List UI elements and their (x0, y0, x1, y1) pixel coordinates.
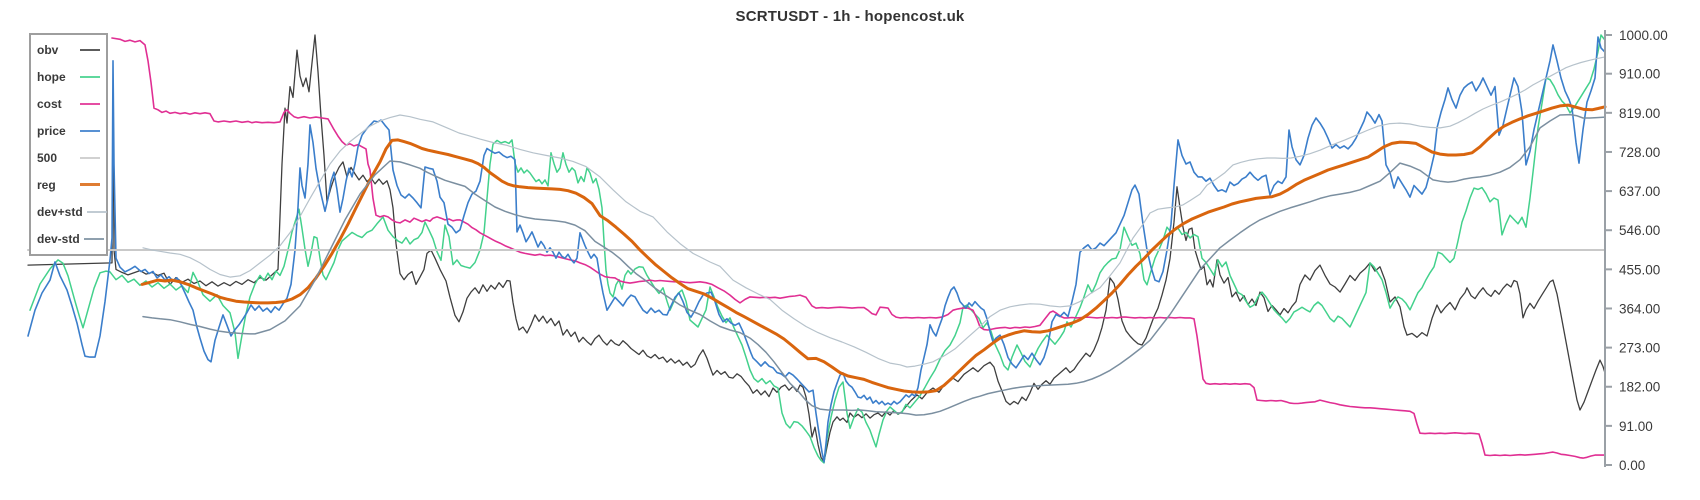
legend-swatch-price-line-icon (80, 130, 100, 133)
y-axis-tick-label: 0.00 (1619, 458, 1645, 473)
series-obv-line (27, 34, 1606, 463)
legend-swatch-dev+std-line-icon (86, 210, 107, 213)
legend-item-hope[interactable]: hope (37, 65, 100, 89)
y-axis-tick-label: 455.00 (1619, 262, 1660, 277)
series-cost-line (111, 37, 1606, 459)
y-axis-tick-label: 91.00 (1619, 419, 1653, 434)
series-dev+std-line (142, 56, 1606, 368)
chart-title: SCRTUSDT - 1h - hopencost.uk (735, 8, 965, 25)
legend-label: hope (37, 70, 66, 85)
legend-label: reg (37, 177, 56, 192)
series-hope-line (29, 34, 1606, 464)
legend-item-obv[interactable]: obv (37, 38, 100, 62)
y-axis-tick-label: 637.00 (1619, 184, 1660, 199)
legend-swatch-cost-line-icon (80, 103, 100, 106)
y-axis-tick-label: 819.00 (1619, 106, 1660, 121)
y-axis-tick-label: 910.00 (1619, 67, 1660, 82)
y-axis-tick-label: 546.00 (1619, 223, 1660, 238)
y-axis-tick-label: 728.00 (1619, 145, 1660, 160)
legend-swatch-dev-std-line-icon (83, 237, 104, 240)
legend-item-devplusstd[interactable]: dev+std (37, 200, 107, 224)
legend-label: 500 (37, 150, 58, 165)
legend-label: dev+std (37, 204, 83, 219)
legend-item-price[interactable]: price (37, 119, 100, 143)
y-axis-tick-label: 182.00 (1619, 380, 1660, 395)
legend-item-500[interactable]: 500 (37, 146, 100, 170)
y-axis-tick-label: 364.00 (1619, 301, 1660, 316)
series-reg-line (140, 103, 1607, 394)
legend-swatch-hope-line-icon (80, 76, 100, 79)
legend-label: obv (37, 43, 59, 58)
legend-box: obv hope cost price 500 reg dev+std dev-std (29, 33, 108, 256)
legend-item-devminusstd[interactable]: dev-std (37, 227, 104, 251)
legend-item-reg[interactable]: reg (37, 173, 100, 197)
legend-swatch-obv-line-icon (80, 49, 100, 52)
series-price-line (27, 36, 1606, 463)
legend-swatch-500-line-icon (80, 156, 100, 159)
legend-swatch-reg-line-icon (80, 183, 100, 187)
series-dev-std-line (142, 113, 1606, 416)
legend-label: cost (37, 97, 62, 112)
legend-label: dev-std (37, 231, 80, 246)
y-axis-tick-label: 273.00 (1619, 341, 1660, 356)
legend-item-cost[interactable]: cost (37, 92, 100, 116)
legend-label: price (37, 124, 66, 139)
y-axis-tick-label: 1000.00 (1619, 28, 1668, 43)
